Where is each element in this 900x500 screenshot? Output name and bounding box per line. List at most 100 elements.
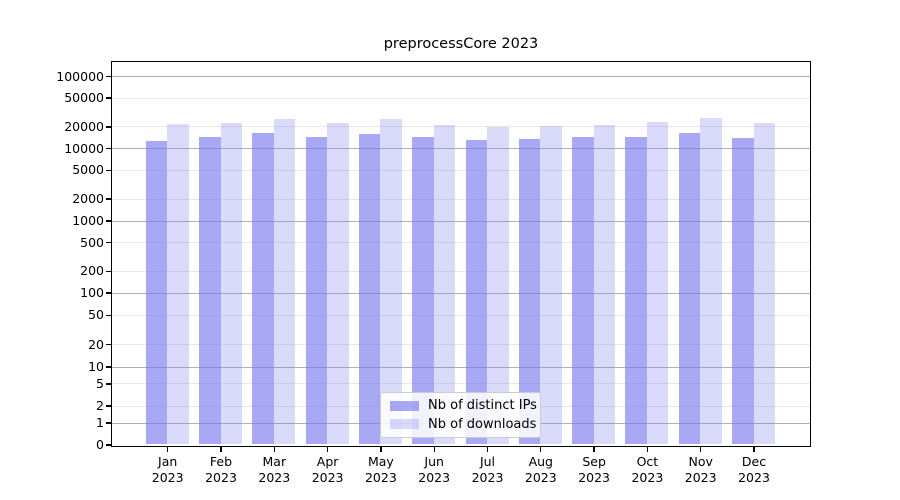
x-tick-mark bbox=[753, 446, 755, 452]
y-tick-label: 50000 bbox=[64, 90, 104, 106]
x-tick-mark bbox=[326, 446, 329, 452]
bar-downloads bbox=[487, 127, 509, 445]
y-tick-label: 5000 bbox=[72, 162, 104, 178]
bar-distinct-ips bbox=[465, 139, 487, 445]
bar-downloads bbox=[433, 124, 456, 445]
bar-distinct-ips bbox=[252, 133, 274, 445]
x-tick-label: Jan 2023 bbox=[151, 453, 184, 486]
legend-label-downloads: Nb of downloads bbox=[428, 416, 537, 432]
bar-downloads bbox=[273, 118, 296, 445]
x-tick-label: Apr 2023 bbox=[311, 453, 344, 486]
y-tick-mark bbox=[105, 422, 112, 424]
x-tick-mark bbox=[220, 446, 222, 452]
y-tick-mark bbox=[105, 198, 112, 200]
y-tick-label: 2000 bbox=[72, 191, 104, 207]
y-tick-label: 100 bbox=[80, 285, 104, 300]
x-tick-label: Nov 2023 bbox=[684, 453, 717, 486]
plot-area bbox=[111, 60, 811, 447]
x-tick-mark bbox=[167, 446, 169, 452]
bar-distinct-ips bbox=[199, 136, 221, 445]
x-tick-mark bbox=[540, 446, 542, 452]
y-tick-label: 5 bbox=[96, 375, 104, 391]
gridline-major bbox=[112, 366, 810, 368]
bar-downloads bbox=[380, 119, 402, 445]
gridline-minor bbox=[112, 169, 810, 171]
bar-downloads bbox=[220, 122, 242, 445]
bar-downloads bbox=[327, 123, 349, 445]
x-tick-label: Dec 2023 bbox=[738, 453, 770, 486]
legend-entry-downloads: Nb of downloads bbox=[390, 417, 536, 432]
bar-downloads bbox=[540, 126, 562, 445]
y-tick-label: 20 bbox=[88, 336, 104, 352]
y-tick-mark bbox=[105, 444, 112, 446]
x-tick-label: Aug 2023 bbox=[524, 453, 557, 486]
y-tick-label: 200 bbox=[80, 263, 104, 279]
y-tick-mark bbox=[105, 241, 112, 244]
bar-distinct-ips bbox=[678, 132, 701, 445]
bar-distinct-ips bbox=[305, 137, 328, 445]
y-tick-label: 50 bbox=[88, 307, 104, 323]
x-tick-mark bbox=[646, 446, 649, 452]
y-tick-mark bbox=[105, 147, 112, 150]
bar-distinct-ips bbox=[572, 136, 594, 445]
x-tick-label: Oct 2023 bbox=[631, 453, 664, 486]
gridline-minor bbox=[112, 383, 810, 385]
y-tick-mark bbox=[105, 75, 112, 78]
x-tick-mark bbox=[380, 446, 382, 452]
gridline-minor bbox=[112, 126, 810, 128]
x-tick-mark bbox=[486, 446, 489, 452]
bar-distinct-ips bbox=[732, 138, 754, 445]
gridline-minor bbox=[112, 270, 810, 272]
y-tick-label: 1000 bbox=[72, 213, 104, 228]
y-tick-label: 2 bbox=[96, 398, 104, 414]
legend-label-distinct-ips: Nb of distinct IPs bbox=[428, 398, 537, 414]
x-tick-mark bbox=[700, 446, 702, 452]
legend-entry-distinct-ips: Nb of distinct IPs bbox=[390, 398, 537, 413]
y-tick-mark bbox=[105, 383, 112, 385]
y-tick-mark bbox=[105, 366, 112, 368]
x-tick-label: Mar 2023 bbox=[258, 453, 291, 486]
legend: Nb of distinct IPs Nb of downloads bbox=[380, 392, 541, 438]
y-tick-label: 10 bbox=[88, 359, 104, 374]
y-tick-label: 1 bbox=[96, 415, 104, 430]
gridline-major bbox=[112, 76, 810, 77]
legend-swatch-downloads bbox=[390, 419, 419, 430]
bar-distinct-ips bbox=[412, 137, 434, 445]
x-tick-label: Jul 2023 bbox=[471, 453, 504, 486]
bar-distinct-ips bbox=[625, 136, 647, 445]
gridline-minor bbox=[112, 314, 810, 316]
y-tick-label: 100000 bbox=[56, 68, 104, 84]
gridline-minor bbox=[112, 198, 810, 200]
y-tick-mark bbox=[105, 169, 112, 171]
y-tick-mark bbox=[105, 314, 112, 316]
y-tick-mark bbox=[105, 220, 112, 222]
y-tick-label: 0 bbox=[96, 437, 104, 452]
gridline-minor bbox=[112, 97, 810, 99]
x-tick-mark bbox=[273, 446, 275, 452]
gridline-minor bbox=[112, 344, 810, 346]
bar-distinct-ips bbox=[358, 133, 381, 445]
x-tick-mark bbox=[433, 446, 435, 452]
bar-downloads bbox=[753, 123, 775, 445]
y-tick-mark bbox=[105, 405, 112, 407]
bar-downloads bbox=[167, 124, 189, 445]
y-tick-label: 500 bbox=[80, 234, 104, 250]
bar-downloads bbox=[646, 121, 669, 445]
gridline-major bbox=[112, 292, 810, 294]
x-tick-label: Feb 2023 bbox=[205, 453, 237, 486]
y-tick-mark bbox=[105, 126, 112, 128]
bar-distinct-ips bbox=[518, 138, 541, 445]
y-tick-label: 20000 bbox=[64, 118, 104, 134]
y-tick-mark bbox=[105, 292, 112, 294]
x-tick-mark bbox=[593, 446, 595, 452]
bar-downloads bbox=[700, 118, 722, 445]
x-tick-label: May 2023 bbox=[364, 453, 397, 486]
bar-downloads bbox=[593, 124, 616, 445]
gridline-minor bbox=[112, 242, 810, 244]
x-tick-label: Sep 2023 bbox=[578, 453, 610, 486]
y-tick-label: 10000 bbox=[64, 140, 104, 156]
y-tick-mark bbox=[105, 270, 112, 273]
gridline-major bbox=[112, 148, 810, 149]
gridline-major bbox=[112, 220, 810, 222]
